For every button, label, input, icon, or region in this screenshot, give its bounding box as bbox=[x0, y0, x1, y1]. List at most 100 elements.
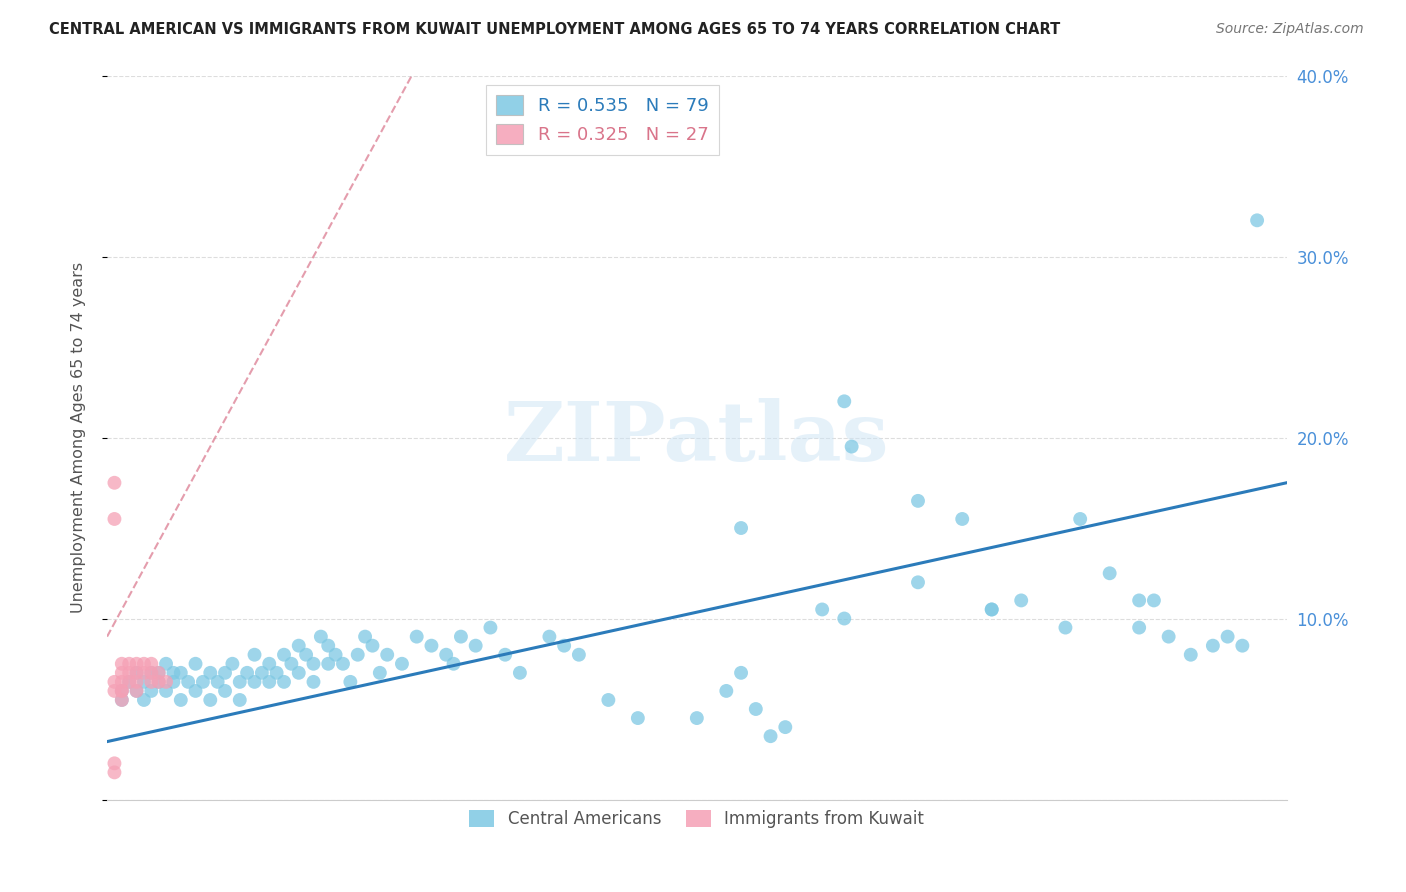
Point bbox=[214, 684, 236, 698]
Point bbox=[450, 630, 472, 644]
Point bbox=[509, 665, 531, 680]
Point bbox=[141, 674, 163, 689]
Point bbox=[148, 665, 170, 680]
Point bbox=[125, 684, 148, 698]
Point bbox=[111, 684, 134, 698]
Point bbox=[1143, 593, 1166, 607]
Point bbox=[214, 665, 236, 680]
Point bbox=[627, 711, 650, 725]
Point bbox=[111, 693, 134, 707]
Text: CENTRAL AMERICAN VS IMMIGRANTS FROM KUWAIT UNEMPLOYMENT AMONG AGES 65 TO 74 YEAR: CENTRAL AMERICAN VS IMMIGRANTS FROM KUWA… bbox=[49, 22, 1060, 37]
Point bbox=[443, 657, 465, 671]
Point bbox=[1232, 639, 1254, 653]
Point bbox=[907, 494, 929, 508]
Point bbox=[103, 475, 125, 490]
Point bbox=[243, 674, 266, 689]
Point bbox=[125, 665, 148, 680]
Point bbox=[1069, 512, 1091, 526]
Point bbox=[200, 693, 222, 707]
Point bbox=[103, 765, 125, 780]
Point bbox=[141, 665, 163, 680]
Point bbox=[354, 630, 377, 644]
Point bbox=[236, 665, 259, 680]
Point bbox=[494, 648, 516, 662]
Point bbox=[148, 674, 170, 689]
Point bbox=[273, 674, 295, 689]
Point bbox=[980, 602, 1002, 616]
Point bbox=[302, 674, 325, 689]
Point bbox=[287, 639, 309, 653]
Point bbox=[405, 630, 427, 644]
Point bbox=[111, 665, 134, 680]
Point bbox=[332, 657, 354, 671]
Point bbox=[280, 657, 302, 671]
Y-axis label: Unemployment Among Ages 65 to 74 years: Unemployment Among Ages 65 to 74 years bbox=[72, 262, 86, 613]
Point bbox=[1180, 648, 1202, 662]
Point bbox=[162, 665, 184, 680]
Point bbox=[132, 674, 155, 689]
Point bbox=[111, 674, 134, 689]
Point bbox=[111, 657, 134, 671]
Point bbox=[103, 684, 125, 698]
Point bbox=[229, 674, 252, 689]
Point bbox=[464, 639, 486, 653]
Point bbox=[730, 665, 752, 680]
Point bbox=[1128, 593, 1150, 607]
Point bbox=[598, 693, 620, 707]
Point bbox=[111, 684, 134, 698]
Point bbox=[177, 674, 200, 689]
Point bbox=[184, 684, 207, 698]
Point bbox=[103, 512, 125, 526]
Point bbox=[1157, 630, 1180, 644]
Point bbox=[162, 674, 184, 689]
Point bbox=[287, 665, 309, 680]
Point bbox=[1098, 566, 1121, 581]
Point bbox=[103, 674, 125, 689]
Point bbox=[273, 648, 295, 662]
Point bbox=[141, 665, 163, 680]
Point bbox=[316, 657, 339, 671]
Point bbox=[346, 648, 368, 662]
Point bbox=[141, 657, 163, 671]
Point bbox=[775, 720, 797, 734]
Point bbox=[221, 657, 243, 671]
Point bbox=[316, 639, 339, 653]
Point bbox=[250, 665, 273, 680]
Point bbox=[259, 657, 281, 671]
Text: Source: ZipAtlas.com: Source: ZipAtlas.com bbox=[1216, 22, 1364, 37]
Point bbox=[325, 648, 347, 662]
Point bbox=[191, 674, 214, 689]
Point bbox=[111, 693, 134, 707]
Point bbox=[125, 657, 148, 671]
Point bbox=[368, 665, 391, 680]
Point bbox=[170, 665, 193, 680]
Point bbox=[132, 657, 155, 671]
Point bbox=[118, 674, 141, 689]
Point bbox=[538, 630, 561, 644]
Point bbox=[907, 575, 929, 590]
Point bbox=[118, 674, 141, 689]
Point bbox=[118, 665, 141, 680]
Point bbox=[229, 693, 252, 707]
Point bbox=[832, 394, 855, 409]
Point bbox=[111, 684, 134, 698]
Point bbox=[1128, 621, 1150, 635]
Point bbox=[148, 674, 170, 689]
Point bbox=[155, 684, 177, 698]
Point bbox=[302, 657, 325, 671]
Text: ZIPatlas: ZIPatlas bbox=[505, 398, 890, 477]
Point bbox=[132, 693, 155, 707]
Point bbox=[980, 602, 1002, 616]
Point bbox=[266, 665, 288, 680]
Point bbox=[1054, 621, 1077, 635]
Point bbox=[170, 693, 193, 707]
Point bbox=[200, 665, 222, 680]
Point bbox=[950, 512, 973, 526]
Point bbox=[207, 674, 229, 689]
Point bbox=[243, 648, 266, 662]
Legend: Central Americans, Immigrants from Kuwait: Central Americans, Immigrants from Kuwai… bbox=[463, 803, 931, 835]
Point bbox=[184, 657, 207, 671]
Point bbox=[155, 674, 177, 689]
Point bbox=[155, 657, 177, 671]
Point bbox=[841, 440, 863, 454]
